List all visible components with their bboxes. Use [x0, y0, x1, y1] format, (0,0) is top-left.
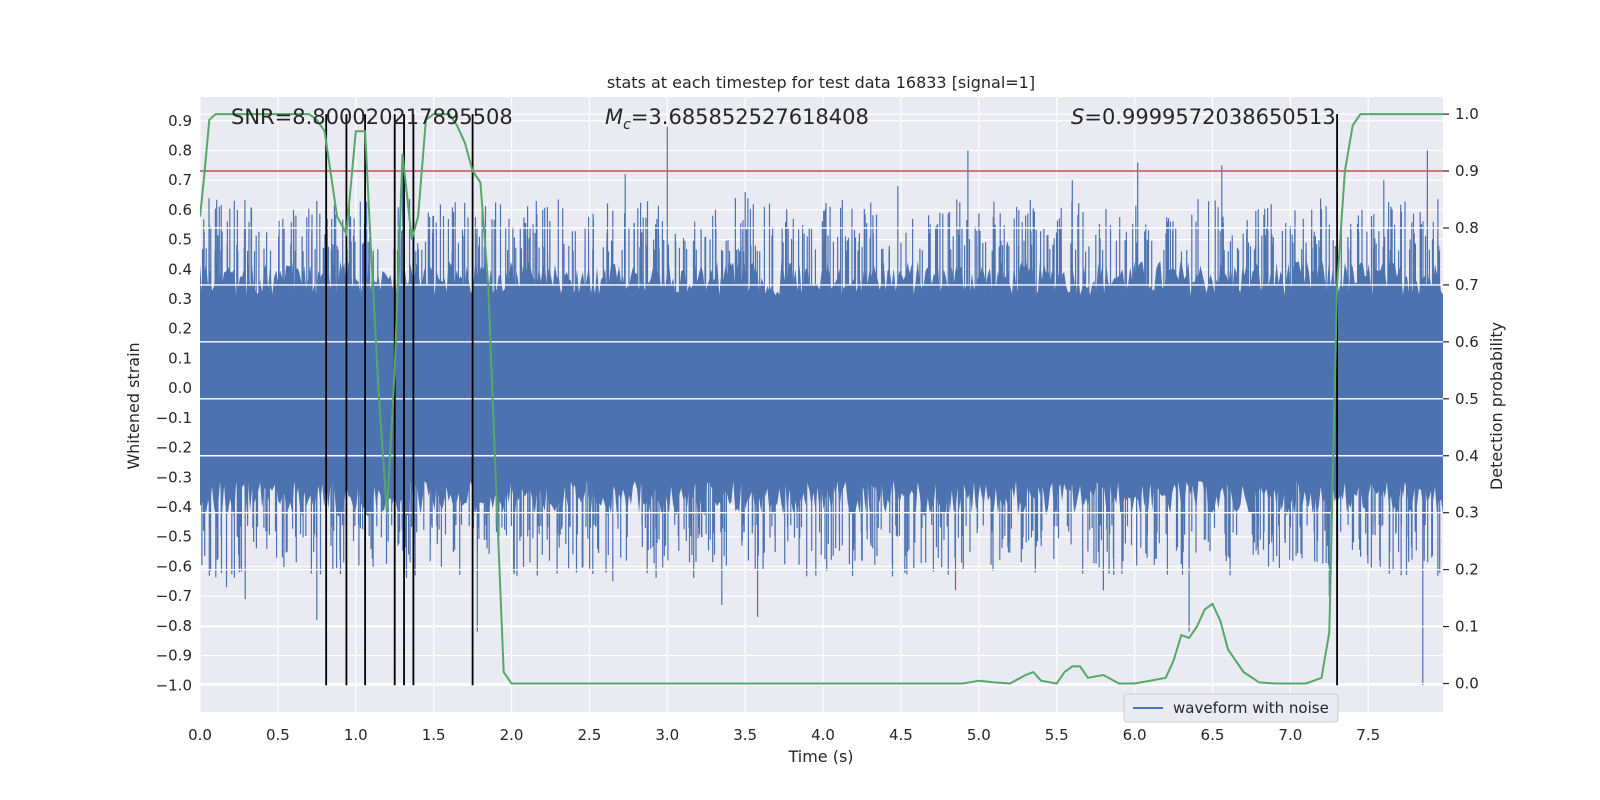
y-left-tick-label: −0.1	[156, 409, 192, 427]
chart-title: stats at each timestep for test data 168…	[607, 73, 1035, 92]
x-axis-label: Time (s)	[787, 747, 853, 766]
y-left-tick-label: −0.9	[156, 647, 192, 665]
y-left-tick-label: 0.8	[168, 141, 192, 159]
x-tick-label: 4.0	[811, 726, 835, 744]
y-right-tick-label: 0.7	[1455, 276, 1479, 294]
snr-annotation: SNR=8.800020217895508	[231, 105, 513, 129]
y-left-tick-label: 0.3	[168, 290, 192, 308]
y-left-tick-label: 0.1	[168, 349, 192, 367]
trigger-lines	[325, 114, 1338, 686]
chirp-mass-value: =3.685852527618408	[631, 105, 869, 129]
y-left-tick-label: −1.0	[156, 676, 192, 694]
x-tick-label: 6.0	[1123, 726, 1147, 744]
legend-box	[1123, 693, 1339, 723]
score-symbol: S	[1071, 105, 1084, 129]
x-tick-label: 5.0	[967, 726, 991, 744]
y-left-tick-labels: 0.9 0.8 0.7 0.6 0.5 0.4 0.3 0.2 0.1 0.0 −0.1 −0.2 −0…	[156, 112, 192, 694]
score-annotation: S=0.9999572038650513	[1071, 105, 1336, 129]
detection-probability-line	[200, 113, 1443, 685]
x-tick-label: 7.5	[1356, 726, 1380, 744]
y-left-tick-label: 0.4	[168, 260, 192, 278]
y-left-tick-label: 0.9	[168, 112, 192, 130]
x-tick-label: 5.5	[1045, 726, 1069, 744]
x-tick-label: 4.5	[889, 726, 913, 744]
y-right-tick-label: 0.3	[1455, 504, 1479, 522]
y-left-tick-label: 0.6	[168, 201, 192, 219]
chirp-mass-symbol: M	[605, 105, 623, 129]
x-tick-label: 1.5	[422, 726, 446, 744]
y-right-tick-label: 0.1	[1455, 618, 1479, 636]
y-right-tick-label: 0.4	[1455, 447, 1479, 465]
y-left-tick-label: −0.3	[156, 468, 192, 486]
x-tick-label: 2.5	[577, 726, 601, 744]
y-left-tick-label: −0.8	[156, 617, 192, 635]
legend: waveform with noise	[1123, 693, 1339, 723]
y-right-tick-label: 0.2	[1455, 561, 1479, 579]
chirp-mass-subscript: c	[623, 117, 631, 133]
y-left-tick-label: 0.2	[168, 320, 192, 338]
y-left-axis-label: Whitened strain	[124, 342, 143, 469]
y-left-tick-label: 0.0	[168, 379, 192, 397]
y-left-tick-label: 0.7	[168, 171, 192, 189]
y-right-tick-label: 1.0	[1455, 105, 1479, 123]
legend-entry: waveform with noise	[1173, 699, 1329, 717]
y-right-tick-label: 0.5	[1455, 390, 1479, 408]
y-left-tick-label: −0.6	[156, 557, 192, 575]
y-right-tick-label: 0.0	[1455, 675, 1479, 693]
y-right-tick-labels: 1.0 0.9 0.8 0.7 0.6 0.5 0.4 0.3 0.2 0.1 0.0	[1443, 105, 1479, 693]
y-right-tick-label: 0.6	[1455, 333, 1479, 351]
y-left-tick-label: −0.7	[156, 587, 192, 605]
chirp-mass-annotation: Mc=3.685852527618408	[605, 105, 869, 133]
x-tick-label: 3.5	[733, 726, 757, 744]
y-left-tick-label: −0.2	[156, 439, 192, 457]
x-tick-label: 1.0	[344, 726, 368, 744]
x-tick-label: 7.0	[1278, 726, 1302, 744]
x-tick-label: 0.0	[188, 726, 212, 744]
x-tick-labels: 0.0 0.5 1.0 1.5 2.0 2.5 3.0 3.5 4.0 4.5 5.0 5.5 6.0 6…	[188, 726, 1380, 744]
waveform-spikes	[201, 126, 1441, 686]
x-tick-label: 0.5	[266, 726, 290, 744]
x-tick-label: 6.5	[1201, 726, 1225, 744]
y-right-tick-label: 0.8	[1455, 219, 1479, 237]
y-left-tick-label: 0.5	[168, 231, 192, 249]
x-tick-label: 3.0	[655, 726, 679, 744]
y-left-tick-label: −0.4	[156, 498, 192, 516]
x-tick-label: 2.0	[500, 726, 524, 744]
y-right-axis-label: Detection probability	[1487, 322, 1506, 490]
score-value: =0.9999572038650513	[1084, 105, 1335, 129]
y-right-tick-label: 0.9	[1455, 162, 1479, 180]
y-left-tick-label: −0.5	[156, 528, 192, 546]
